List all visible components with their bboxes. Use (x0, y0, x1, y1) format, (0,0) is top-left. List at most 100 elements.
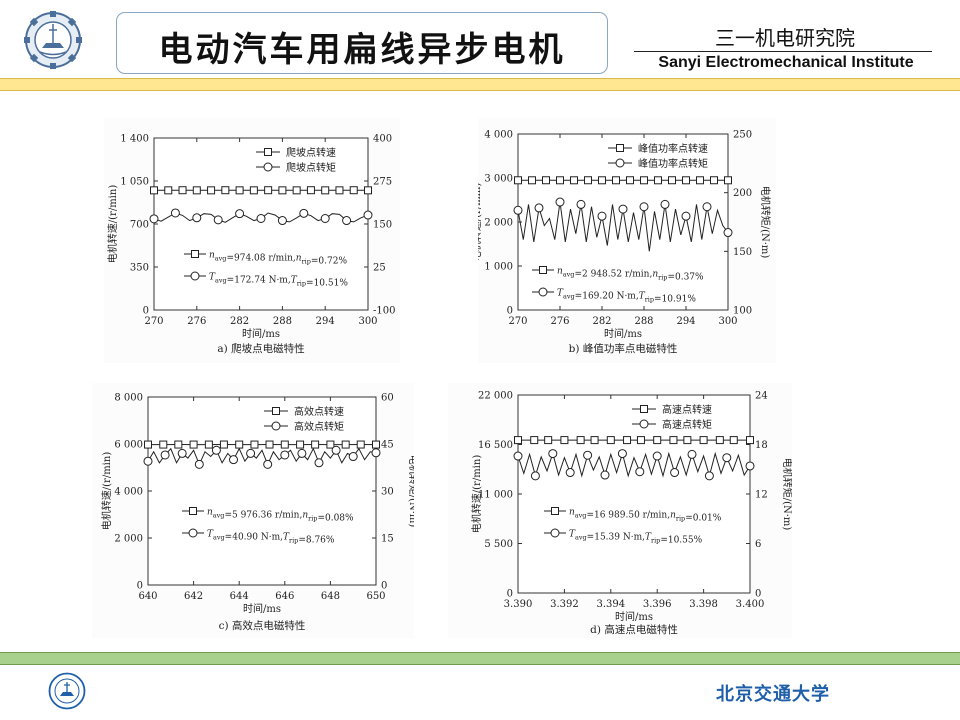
x-tick-label: 288 (634, 316, 653, 327)
y-tick-label-right: 275 (373, 177, 392, 188)
speed-point (306, 186, 315, 195)
speed-point (668, 176, 676, 185)
y-tick-label-right: 30 (381, 487, 394, 498)
torque-point (160, 450, 170, 460)
torque-point (635, 467, 645, 477)
y-tick-label-left: 4 000 (114, 487, 143, 498)
speed-point (264, 186, 273, 195)
torque-point (723, 228, 733, 238)
x-tick-label: 644 (230, 591, 249, 602)
speed-point (189, 440, 198, 449)
title-box: 电动汽车用扁线异步电机 (116, 12, 608, 74)
speed-point (514, 176, 522, 185)
y-tick-label-left: 3 000 (484, 174, 513, 185)
speed-point (612, 176, 620, 185)
speed-point (584, 176, 592, 185)
page-title: 电动汽车用扁线异步电机 (158, 30, 566, 70)
legend-marker-speed (272, 407, 280, 415)
torque-point (143, 456, 153, 466)
institute-name-cn: 三一机电研究院 (715, 26, 855, 50)
torque-point (576, 199, 586, 209)
annotation-torque: Tavg=40.90 N·m,Trip=8.76% (207, 530, 335, 546)
speed-point (514, 436, 522, 445)
speed-point (249, 186, 258, 195)
speed-point (576, 436, 585, 445)
torque-point (348, 452, 358, 462)
y-tick-label-right: 24 (755, 391, 768, 402)
y-tick-label-left: 2 000 (484, 218, 513, 229)
speed-point (724, 176, 732, 185)
torque-point (555, 197, 565, 207)
figure-caption: d) 高速点电磁特性 (590, 623, 678, 636)
torque-point (617, 449, 627, 459)
y-tick-label-left: 11 000 (478, 490, 513, 501)
torque-point (534, 203, 544, 213)
x-tick-label: 3.392 (550, 599, 579, 610)
y-axis-label-left: 电机转速/(r/min) (106, 185, 119, 264)
y-tick-label-left: 0 (507, 589, 513, 600)
speed-point (250, 440, 259, 449)
annotation-marker-speed (551, 507, 559, 515)
torque-point (371, 448, 381, 458)
header-band (0, 78, 960, 91)
torque-point (229, 455, 238, 465)
legend-label-speed: 爬坡点转速 (286, 146, 336, 159)
x-axis-label: 时间/ms (615, 610, 653, 623)
speed-point (349, 186, 358, 195)
footer-band (0, 652, 960, 665)
y-axis-label-left: 电机转速/(r/min) (470, 455, 483, 534)
x-tick-label: 3.398 (689, 599, 718, 610)
y-tick-label-right: -100 (373, 306, 395, 317)
x-tick-label: 300 (718, 316, 737, 327)
speed-point (341, 440, 350, 449)
speed-point (654, 176, 662, 185)
torque-point (745, 461, 755, 471)
figure-caption: a) 爬坡点电磁特性 (217, 342, 304, 355)
legend-label-torque: 峰值功率点转矩 (638, 157, 708, 170)
y-axis-label-right: 电机转矩/(N·m) (759, 186, 772, 259)
y-tick-label-left: 1 000 (484, 262, 513, 273)
speed-point (321, 186, 330, 195)
annotation-speed: navg=5 976.36 r/min,nrip=0.08% (207, 508, 354, 524)
speed-point (560, 436, 569, 445)
torque-point (652, 451, 662, 461)
annotation-marker-torque (188, 528, 198, 538)
x-tick-label: 270 (144, 316, 163, 327)
plot-frame (147, 396, 377, 586)
x-tick-label: 646 (275, 591, 294, 602)
speed-point (696, 176, 704, 185)
torque-point (211, 445, 221, 455)
annotation-marker-speed (539, 266, 547, 274)
speed-point (221, 186, 230, 195)
speed-point (606, 436, 615, 445)
figure-c: 640 642 644 646 648 650 0 2 000 4 000 6 000 8 000 0… (92, 383, 414, 638)
torque-point (235, 209, 245, 219)
speed-point (311, 440, 320, 449)
x-tick-label: 640 (138, 591, 157, 602)
x-tick-label: 276 (550, 316, 569, 327)
speed-point (590, 436, 599, 445)
legend-label-speed: 峰值功率点转速 (638, 142, 708, 155)
y-tick-label-left: 1 050 (120, 177, 149, 188)
speed-point (682, 176, 690, 185)
torque-point (192, 213, 202, 223)
y-tick-label-right: 18 (755, 440, 768, 451)
torque-point (263, 459, 273, 469)
speed-point (364, 186, 372, 195)
speed-point (715, 436, 724, 445)
speed-point (159, 440, 168, 449)
y-tick-label-left: 22 000 (478, 391, 513, 402)
x-axis-label: 时间/ms (242, 327, 280, 340)
institute-divider (634, 51, 932, 52)
speed-point (164, 186, 173, 195)
torque-point (702, 202, 712, 212)
y-tick-label-right: 150 (733, 247, 752, 258)
speed-point (265, 440, 274, 449)
x-axis-label: 时间/ms (243, 602, 281, 615)
torque-point (280, 450, 290, 460)
chart-b: 270 276 282 288 294 300 0 1 000 2 000 3 000 4 000 1… (478, 130, 772, 356)
x-axis-label: 时间/ms (604, 327, 642, 340)
torque-point (331, 445, 341, 455)
annotation-torque: Tavg=15.39 N·m,Trip=10.55% (569, 530, 703, 546)
x-tick-label: 650 (366, 591, 385, 602)
